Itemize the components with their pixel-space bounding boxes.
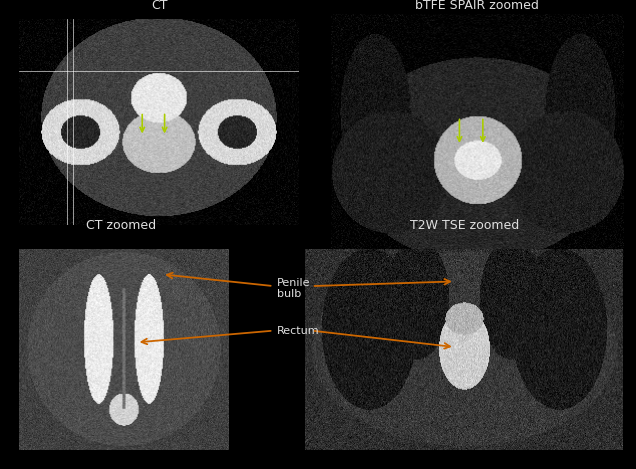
Text: CT zoomed: CT zoomed [86, 219, 156, 232]
Text: bTFE SPAIR zoomed: bTFE SPAIR zoomed [415, 0, 539, 12]
Text: T2W TSE zoomed: T2W TSE zoomed [410, 219, 519, 232]
Text: CT: CT [151, 0, 167, 12]
Text: Penile
bulb: Penile bulb [277, 278, 310, 299]
Text: Rectum: Rectum [277, 325, 319, 336]
